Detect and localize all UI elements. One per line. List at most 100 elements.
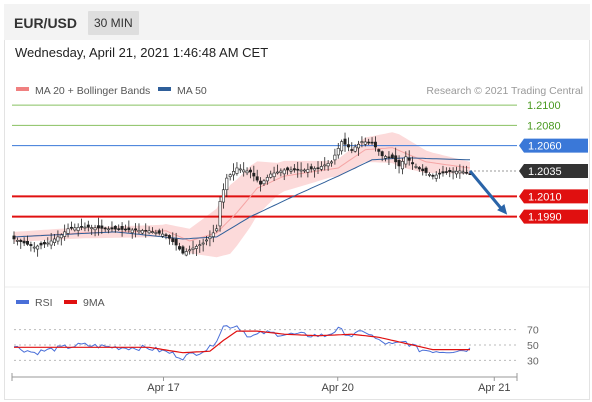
candle	[117, 228, 121, 230]
candle	[157, 230, 161, 234]
instrument-title: EUR/USD	[14, 15, 78, 31]
candle	[363, 141, 367, 145]
candle	[181, 246, 185, 254]
candle	[76, 226, 80, 231]
candle	[245, 170, 249, 174]
candle	[90, 227, 94, 230]
timeframe-badge[interactable]: 30 MIN	[88, 11, 139, 35]
candle	[134, 228, 138, 231]
candle	[110, 227, 114, 230]
candle	[69, 226, 73, 229]
candle	[279, 170, 283, 173]
x-tick-label: Apr 21	[478, 382, 510, 394]
candle	[306, 169, 310, 173]
candle	[438, 172, 442, 175]
candle	[340, 141, 344, 152]
candle	[262, 180, 266, 185]
candle	[103, 227, 107, 230]
candle	[208, 236, 212, 240]
level-label: 1.2060	[528, 141, 562, 153]
forecast-arrow	[468, 170, 504, 211]
candle	[373, 141, 377, 148]
candle	[458, 170, 462, 174]
candle	[275, 171, 279, 174]
candle	[93, 227, 97, 231]
candle	[63, 231, 67, 237]
candle	[323, 164, 327, 167]
candle	[316, 167, 320, 170]
candle	[319, 166, 323, 170]
level-label: 1.2100	[527, 100, 561, 112]
level-label: 1.2010	[528, 191, 562, 203]
candle	[303, 169, 306, 172]
candle	[59, 234, 63, 239]
candle	[387, 156, 391, 159]
candle	[286, 167, 290, 171]
level-label: 1.2080	[527, 120, 561, 132]
candle	[272, 172, 276, 178]
candle	[205, 239, 209, 242]
candle	[188, 249, 192, 252]
candle	[32, 246, 36, 249]
candle	[100, 225, 104, 229]
candle	[414, 166, 418, 168]
candle	[174, 238, 178, 246]
candle	[178, 246, 181, 250]
candle	[455, 170, 458, 175]
candle	[404, 156, 408, 165]
candle	[296, 168, 300, 171]
candle	[80, 226, 84, 228]
candle	[46, 242, 50, 245]
candle	[407, 157, 411, 161]
candle	[360, 141, 364, 143]
ma50-line	[13, 157, 471, 240]
candle	[309, 166, 313, 170]
candle	[19, 239, 23, 242]
level-tag	[519, 209, 588, 224]
credit-label: Research © 2021 Trading Central	[426, 85, 583, 97]
candle	[424, 167, 428, 173]
candle	[346, 144, 350, 148]
candle	[86, 224, 90, 228]
x-tick-label: Apr 17	[147, 382, 179, 394]
candle	[221, 189, 225, 203]
candle	[167, 235, 171, 239]
candle	[299, 169, 303, 172]
legend-swatch	[158, 87, 171, 91]
forecast-arrow-head	[497, 203, 508, 215]
candle	[56, 236, 60, 242]
rsi-legend-swatch	[64, 300, 77, 304]
candle	[130, 229, 134, 234]
level-label: 1.1990	[528, 212, 562, 224]
candle	[431, 175, 435, 177]
candle	[248, 169, 252, 173]
candle	[411, 162, 415, 165]
level-tag	[519, 138, 588, 153]
candle	[161, 233, 165, 237]
candle	[184, 251, 188, 256]
legend-label: MA 20 + Bollinger Bands	[35, 85, 150, 97]
candle	[421, 168, 425, 172]
rsi-legend-swatch	[16, 300, 29, 304]
candle	[198, 244, 202, 247]
candle	[357, 143, 361, 149]
candle	[238, 168, 242, 171]
candle	[107, 228, 111, 231]
header-bar: EUR/USD 30 MIN	[4, 4, 590, 40]
candle	[22, 240, 26, 244]
candle	[448, 170, 452, 173]
candle	[140, 230, 144, 234]
rsi-level-label: 70	[527, 325, 539, 337]
candle	[289, 169, 293, 172]
candle	[218, 201, 222, 227]
candle	[228, 174, 232, 178]
candle	[282, 169, 286, 175]
candle	[434, 174, 438, 179]
candle	[73, 227, 77, 231]
candle	[367, 141, 371, 144]
candle	[451, 171, 455, 173]
candle	[151, 231, 154, 233]
candle	[26, 241, 29, 245]
candle	[265, 177, 269, 182]
